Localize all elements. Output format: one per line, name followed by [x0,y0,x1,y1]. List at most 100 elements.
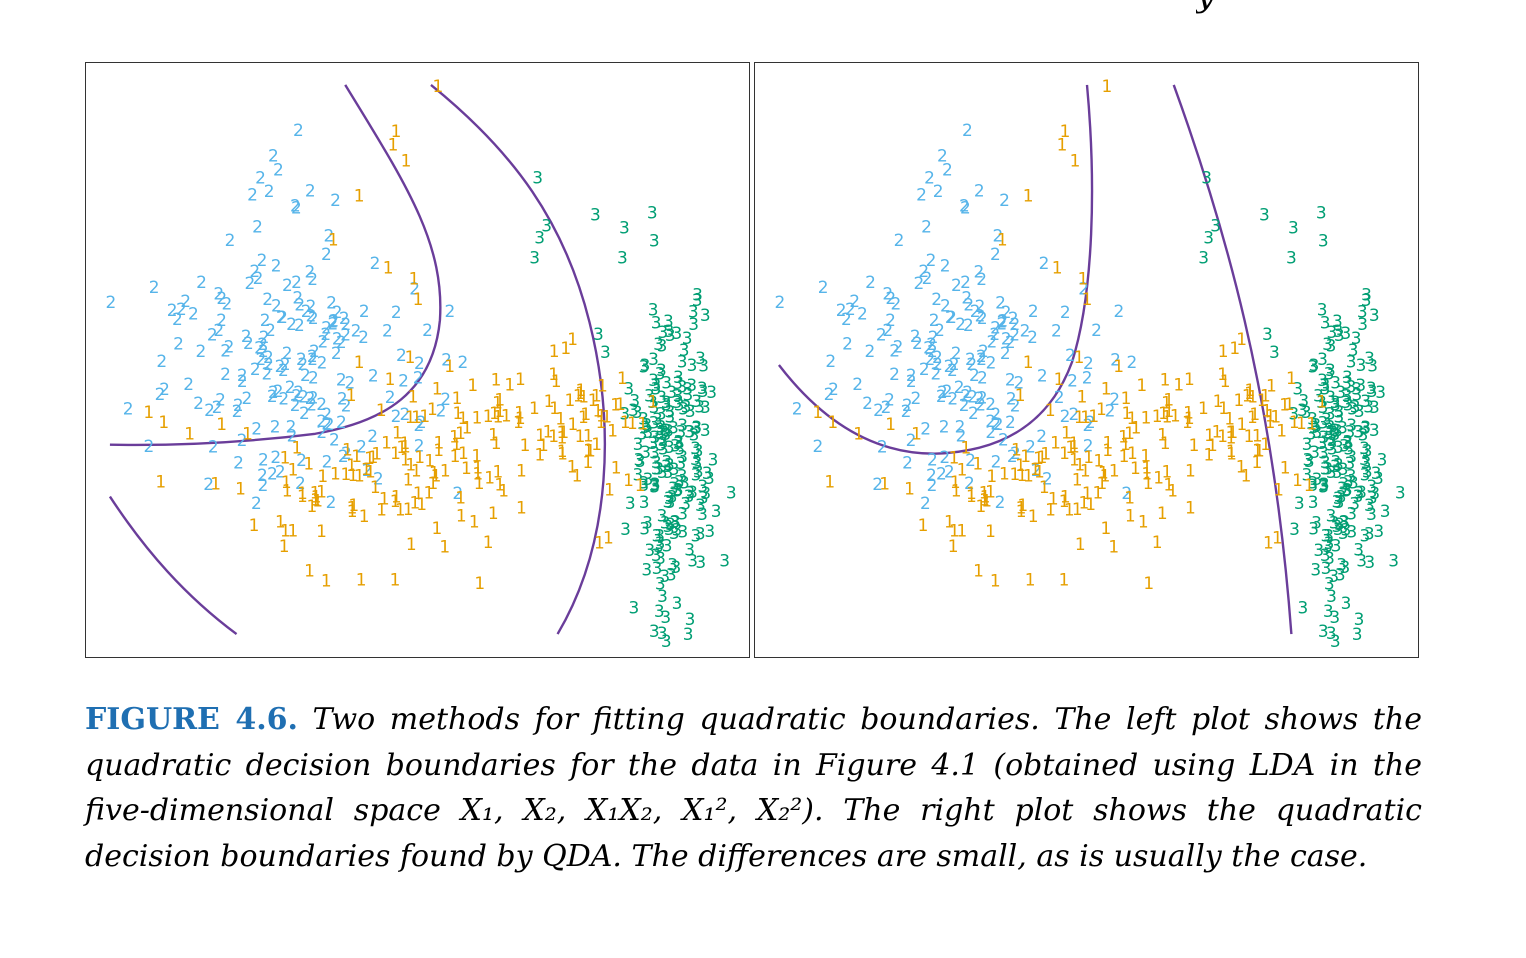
class-3-point: 3 [1362,461,1373,481]
class-2-point: 2 [1005,370,1016,390]
class-3-point: 3 [1341,392,1352,412]
class-3-point: 3 [593,324,604,344]
class-3-point: 3 [1286,247,1297,267]
class-2-point: 2 [1083,415,1094,435]
class-2-point: 2 [265,320,276,340]
class-2-point: 2 [212,397,223,417]
class-2-point: 2 [293,382,304,402]
class-3-point: 3 [1307,472,1318,492]
class-3-point: 3 [1324,574,1335,594]
class-1-point: 1 [401,151,412,171]
class-1-point: 1 [474,573,485,593]
class-2-point: 2 [978,341,989,361]
class-2-point: 2 [257,465,268,485]
class-2-point: 2 [955,314,966,334]
class-3-point: 3 [1347,399,1358,419]
class-2-point: 2 [250,359,261,379]
class-2-point: 2 [245,273,256,293]
class-1-point: 1 [1124,488,1135,508]
class-3-point: 3 [1318,412,1329,432]
class-1-point: 1 [1040,443,1051,463]
class-2-point: 2 [180,291,191,311]
class-3-point: 3 [700,305,711,325]
class-3-point: 3 [673,433,684,453]
class-3-point: 3 [1318,443,1329,463]
class-1-point: 1 [558,422,569,442]
class-3-point: 3 [664,519,675,539]
class-1-point: 1 [400,433,411,453]
class-2-point: 2 [976,346,987,366]
class-1-point: 1 [592,400,603,420]
class-1-point: 1 [1226,441,1237,461]
class-1-point: 1 [1045,400,1056,420]
class-2-point: 2 [292,288,303,308]
class-3-point: 3 [661,424,672,444]
class-1-point: 1 [1237,414,1248,434]
class-1-point: 1 [280,447,291,467]
class-1-point: 1 [999,463,1010,483]
class-3-point: 3 [1210,215,1221,235]
class-3-point: 3 [1332,311,1343,331]
class-2-point: 2 [813,436,824,456]
class-2-point: 2 [928,327,939,347]
class-2-point: 2 [149,277,160,297]
class-1-point: 1 [439,536,450,556]
class-2-point: 2 [906,365,917,385]
class-2-point: 2 [939,447,950,467]
class-3-point: 3 [640,417,651,437]
class-1-point: 1 [1074,347,1085,367]
class-2-point: 2 [216,310,227,330]
class-2-point: 2 [213,283,224,303]
class-1-point: 1 [416,494,427,514]
class-1-point: 1 [1121,388,1132,408]
class-3-point: 3 [683,624,694,644]
class-1-point: 1 [1153,468,1164,488]
class-3-point: 3 [661,373,672,393]
class-2-point: 2 [924,349,935,369]
class-3-point: 3 [688,302,699,322]
class-3-point: 3 [664,437,675,457]
class-3-point: 3 [649,477,660,497]
class-1-point: 1 [347,501,358,521]
class-2-point: 2 [902,452,913,472]
class-2-point: 2 [962,382,973,402]
class-1-point: 1 [249,515,260,535]
class-2-point: 2 [287,425,298,445]
class-3-point: 3 [1339,512,1350,532]
class-1-point: 1 [812,402,823,422]
class-1-point: 1 [555,409,566,429]
class-1-point: 1 [573,386,584,406]
class-1-point: 1 [472,408,483,428]
class-1-point: 1 [458,408,469,428]
class-2-point: 2 [912,333,923,353]
class-3-point: 3 [700,483,711,503]
class-1-point: 1 [504,375,515,395]
class-2-point: 2 [290,196,301,216]
class-3-point: 3 [1327,439,1338,459]
class-1-point: 1 [492,392,503,412]
class-3-point: 3 [1343,394,1354,414]
class-1-point: 1 [950,472,961,492]
class-1-point: 1 [406,534,417,554]
class-3-point: 3 [687,550,698,570]
class-3-point: 3 [1337,418,1348,438]
class-2-point: 2 [959,395,970,415]
class-2-point: 2 [308,367,319,387]
class-2-point: 2 [316,394,327,414]
class-2-point: 2 [358,327,369,347]
class-3-point: 3 [684,486,695,506]
class-1-point: 1 [1224,409,1235,429]
class-3-point: 3 [686,375,697,395]
class-1-point: 1 [432,518,443,538]
class-3-point: 3 [677,415,688,435]
class-1-point: 1 [1306,414,1317,434]
class-1-point: 1 [396,437,407,457]
class-2-point: 2 [1126,352,1137,372]
class-3-point: 3 [1325,404,1336,424]
class-3-point: 3 [640,442,651,462]
class-3-point: 3 [680,494,691,514]
class-1-point: 1 [588,390,599,410]
class-1-point: 1 [1025,569,1036,589]
class-3-point: 3 [651,378,662,398]
class-3-point: 3 [672,323,683,343]
